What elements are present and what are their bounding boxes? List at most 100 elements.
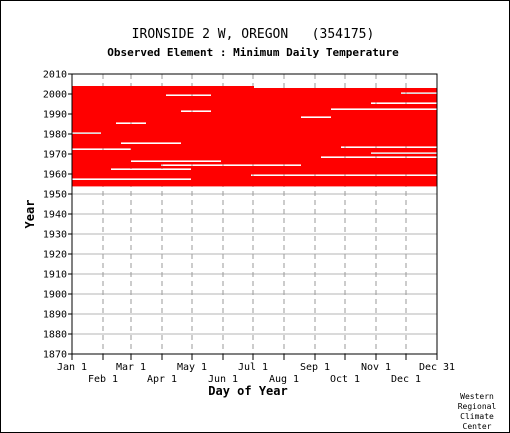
y-tick-label: 1940: [43, 210, 67, 221]
y-tick-label: 2000: [43, 90, 67, 101]
data-year-1995: [72, 102, 371, 105]
y-tick-label: 1890: [43, 310, 67, 321]
data-marks: [72, 86, 437, 187]
data-year-1997: [72, 98, 437, 101]
data-year-1984: [72, 124, 437, 127]
x-tick-label: May 1: [177, 362, 207, 373]
data-year-1976: [72, 140, 437, 143]
data-year-1975: [181, 142, 437, 145]
x-axis-title: Day of Year: [208, 384, 287, 398]
x-tick-label: Apr 1: [147, 374, 177, 385]
data-year-1975: [72, 142, 121, 145]
data-year-1974: [72, 144, 437, 147]
data-year-1961: [72, 170, 437, 173]
credit-line: Center: [463, 422, 492, 431]
data-year-1957: [191, 178, 437, 181]
data-year-1962: [191, 168, 437, 171]
y-tick-label: 1960: [43, 170, 67, 181]
x-tick-label: Aug 1: [269, 374, 299, 385]
y-tick-label: 2010: [43, 70, 67, 81]
y-tick-label: 1930: [43, 230, 67, 241]
data-year-1983: [72, 126, 437, 129]
y-tick-label: 1920: [43, 250, 67, 261]
x-tick-label: Nov 1: [361, 362, 391, 373]
x-tick-label: Oct 1: [330, 374, 360, 385]
y-tick-label: 1900: [43, 290, 67, 301]
data-year-1988: [331, 116, 437, 119]
data-year-1965: [72, 162, 437, 165]
data-year-1991: [72, 110, 181, 113]
data-year-1964: [72, 164, 161, 167]
x-tick-label: Dec 1: [391, 374, 421, 385]
x-axis-ticks: Jan 1 Mar 1 May 1 Jul 1 Sep 1 Nov 1 Dec 31 Feb …: [57, 354, 455, 385]
data-year-1977: [72, 138, 437, 141]
data-year-1954: [72, 184, 437, 187]
x-tick-label: Jun 1: [208, 374, 238, 385]
data-year-1964: [301, 164, 437, 167]
data-year-2001: [72, 90, 437, 93]
data-year-1985: [72, 122, 116, 125]
y-tick-label: 1980: [43, 130, 67, 141]
x-tick-label: Dec 31: [419, 362, 455, 373]
data-year-1988: [72, 116, 301, 119]
data-year-1999: [211, 94, 437, 97]
data-year-1959: [72, 174, 251, 177]
data-year-1960: [72, 172, 437, 175]
data-year-1966: [221, 160, 437, 163]
data-year-1971: [72, 150, 437, 153]
data-year-1982: [72, 128, 437, 131]
data-year-1992: [72, 108, 331, 111]
y-tick-label: 1910: [43, 270, 67, 281]
data-year-1999: [72, 94, 166, 97]
y-tick-label: 1880: [43, 330, 67, 341]
data-year-1956: [72, 180, 437, 183]
y-tick-label: 1950: [43, 190, 67, 201]
chart-title: IRONSIDE 2 W, OREGON (354175): [132, 27, 375, 42]
credit-line: Regional: [458, 402, 497, 411]
x-tick-label: Sep 1: [300, 362, 330, 373]
y-tick-label: 1870: [43, 350, 67, 361]
data-year-1985: [146, 122, 437, 125]
data-year-2000: [72, 92, 401, 95]
x-tick-label: Jan 1: [57, 362, 87, 373]
data-year-1969: [72, 154, 437, 157]
y-axis-title: Year: [23, 200, 37, 229]
data-year-1993: [72, 106, 437, 109]
data-year-1955: [72, 182, 437, 185]
data-year-1990: [72, 112, 437, 115]
data-year-1973: [72, 146, 341, 149]
data-year-1987: [72, 118, 437, 121]
y-tick-label: 1990: [43, 110, 67, 121]
data-year-2003: [72, 86, 254, 89]
data-year-1981: [72, 130, 437, 133]
data-year-1968: [72, 156, 321, 159]
chart-subtitle: Observed Element : Minimum Daily Tempera…: [107, 46, 399, 59]
data-year-1998: [72, 96, 437, 99]
x-tick-label: Feb 1: [88, 374, 118, 385]
data-year-1979: [72, 134, 437, 137]
data-year-1989: [72, 114, 437, 117]
data-year-1962: [72, 168, 111, 171]
data-year-1991: [211, 110, 437, 113]
data-year-1958: [72, 176, 437, 179]
data-year-1970: [72, 152, 371, 155]
data-year-1994: [72, 104, 437, 107]
data-year-1963: [72, 166, 437, 169]
credit-line: Western: [460, 392, 494, 401]
credit-line: Climate: [460, 412, 494, 421]
data-year-2002: [72, 88, 437, 91]
data-year-1966: [72, 160, 131, 163]
data-year-1980: [101, 132, 437, 135]
x-tick-label: Jul 1: [238, 362, 268, 373]
y-axis-ticks: 1870 1880 1890 1900 1910 1920 1930 1940 1950 1960…: [43, 70, 72, 361]
data-year-1986: [72, 120, 437, 123]
data-year-1996: [72, 100, 437, 103]
data-year-1967: [72, 158, 437, 161]
y-tick-label: 1970: [43, 150, 67, 161]
x-tick-label: Mar 1: [116, 362, 146, 373]
data-year-1978: [72, 136, 437, 139]
data-year-1972: [131, 148, 437, 151]
